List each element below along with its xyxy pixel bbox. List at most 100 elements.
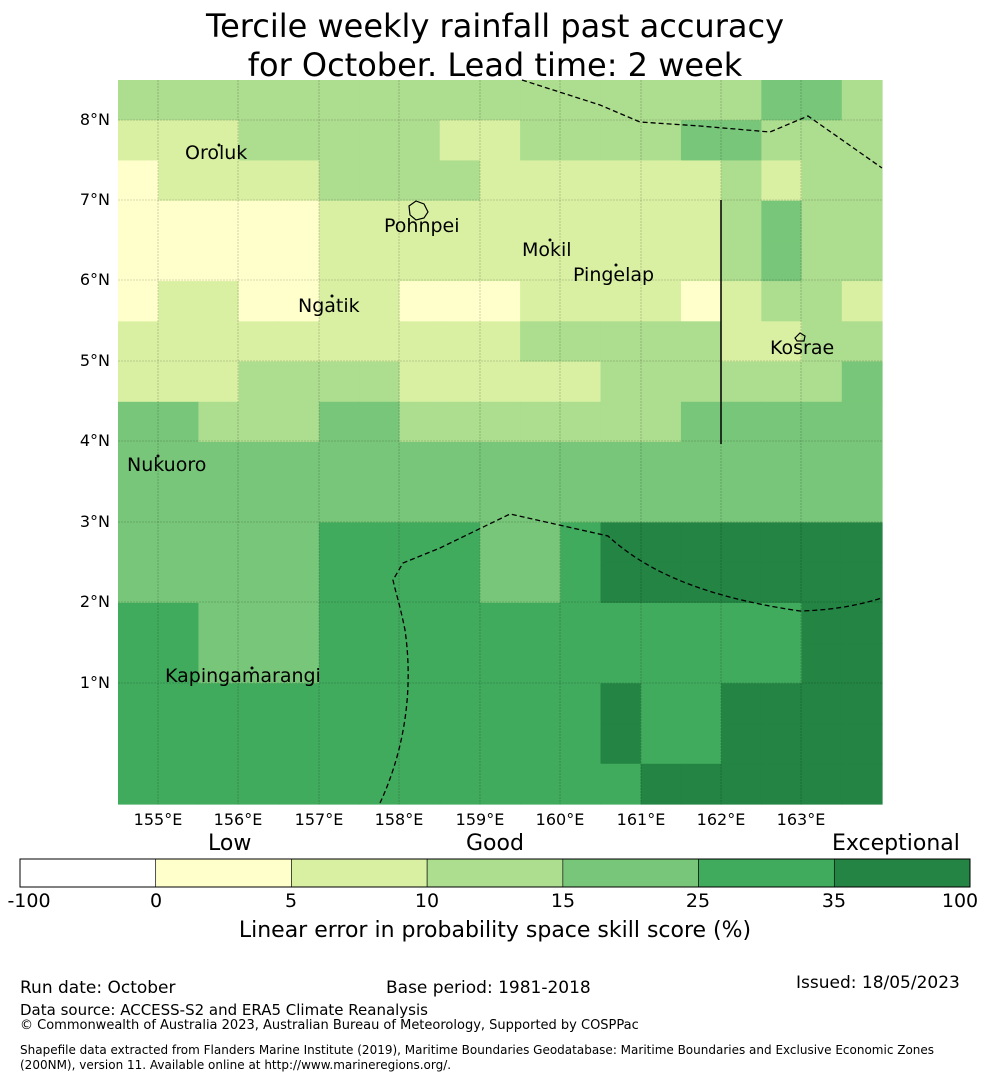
grid-cell — [319, 401, 360, 443]
grid-cell — [841, 602, 883, 644]
grid-cell — [761, 281, 803, 322]
grid-cell — [399, 763, 441, 805]
colorbar-tick-25: 25 — [685, 890, 711, 912]
colorbar-segment — [426, 858, 564, 888]
grid-cell — [278, 683, 320, 725]
grid-cell — [118, 723, 159, 765]
grid-cell — [198, 401, 240, 443]
grid-cell — [801, 763, 843, 805]
colorbar-segment — [698, 858, 835, 888]
grid-cell — [560, 120, 602, 162]
grid-cell — [479, 683, 521, 725]
grid-cell — [801, 522, 843, 564]
grid-cell — [198, 562, 240, 604]
grid-cell — [439, 80, 481, 121]
grid-cell — [600, 602, 642, 644]
grid-cell — [640, 763, 682, 805]
grid-cell — [359, 602, 401, 644]
grid-cell — [439, 401, 481, 443]
colorbar — [19, 858, 971, 888]
grid-cell — [319, 723, 360, 765]
grid-cell — [238, 683, 280, 725]
grid-cell — [680, 321, 722, 363]
grid-cell — [118, 200, 159, 242]
grid-cell — [801, 602, 843, 644]
grid-cell — [640, 442, 682, 483]
grid-cell — [560, 442, 602, 483]
grid-cell — [158, 562, 200, 604]
grid-cell — [761, 160, 803, 202]
grid-cell — [640, 482, 682, 524]
grid-cell — [278, 321, 320, 363]
grid-cell — [801, 321, 843, 363]
grid-cell — [841, 361, 883, 403]
grid-cell — [520, 120, 561, 162]
grid-cell — [399, 361, 441, 403]
grid-cell — [479, 643, 521, 684]
grid-cell — [439, 643, 481, 684]
grid-cell — [801, 240, 843, 282]
grid-cell — [520, 361, 561, 403]
colorbar-segment — [19, 858, 157, 888]
grid-cell — [278, 763, 320, 805]
grid-cell — [640, 281, 682, 322]
grid-cell — [278, 80, 320, 121]
grid-cell — [600, 281, 642, 322]
grid-cell — [439, 562, 481, 604]
grid-cell — [319, 482, 360, 524]
colorbar-axis-label: Linear error in probability space skill … — [238, 918, 752, 943]
grid-cell — [640, 120, 682, 162]
grid-cell — [560, 763, 602, 805]
grid-cell — [158, 321, 200, 363]
grid-cell — [640, 683, 682, 725]
grid-cell — [439, 442, 481, 483]
grid-cell — [158, 240, 200, 282]
grid-cell — [158, 200, 200, 242]
grid-cell — [520, 482, 561, 524]
lat-tick-7n: 7°N — [79, 190, 110, 209]
grid-cell — [560, 562, 602, 604]
grid-cell — [118, 160, 159, 202]
grid-cell — [198, 200, 240, 242]
grid-cell — [761, 240, 803, 282]
category-low: Low — [208, 831, 252, 856]
grid-cell — [841, 482, 883, 524]
grid-cell — [801, 200, 843, 242]
grid-cell — [439, 321, 481, 363]
grid-cell — [238, 602, 280, 644]
data-source: Data source: ACCESS-S2 and ERA5 Climate … — [20, 1001, 428, 1019]
grid-cell — [600, 643, 642, 684]
grid-cell — [399, 683, 441, 725]
grid-cell — [721, 321, 762, 363]
colorbar-tick-35: 35 — [821, 890, 847, 912]
grid-cell — [278, 643, 320, 684]
grid-cell — [680, 683, 722, 725]
shapefile-credit-line-1: Shapefile data extracted from Flanders M… — [20, 1043, 935, 1057]
grid-cell — [801, 562, 843, 604]
grid-cell — [359, 482, 401, 524]
lon-tick-156e: 156°E — [213, 810, 263, 829]
grid-cell — [399, 80, 441, 121]
grid-cell — [198, 482, 240, 524]
grid-cell — [560, 281, 602, 322]
grid-cell — [319, 160, 360, 202]
grid-cell — [841, 160, 883, 202]
lon-tick-161e: 161°E — [616, 810, 666, 829]
shapefile-credit-line-2: (200NM), version 11. Available online at… — [20, 1058, 452, 1072]
graticule — [118, 80, 882, 804]
grid-cell — [841, 281, 883, 322]
grid-cell — [801, 160, 843, 202]
grid-cell — [238, 281, 280, 322]
grid-cell — [158, 763, 200, 805]
lat-tick-2n: 2°N — [79, 592, 110, 611]
grid-cell — [560, 200, 602, 242]
grid-cell — [520, 602, 561, 644]
grid-cell — [479, 321, 521, 363]
category-good: Good — [466, 831, 524, 856]
grid-cell — [721, 482, 762, 524]
grid-cell — [841, 643, 883, 684]
grid-cell — [680, 80, 722, 121]
grid-cell — [198, 281, 240, 322]
grid-cell — [680, 602, 722, 644]
